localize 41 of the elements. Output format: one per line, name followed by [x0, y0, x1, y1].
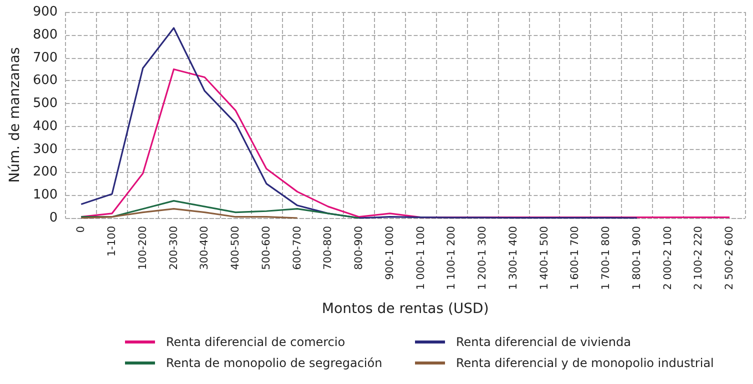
x-tick-label: 1-100: [106, 226, 118, 257]
x-tick-label: 1 600-1 700: [569, 226, 582, 290]
y-tick-label: 200: [32, 164, 58, 180]
legend-label: Renta diferencial de comercio: [166, 335, 346, 349]
x-tick-label: 1 200-1 300: [476, 226, 489, 290]
x-tick-label: 200-300: [168, 226, 180, 270]
x-tick-label: 1 300-1 400: [507, 226, 520, 290]
line-series: [80, 208, 298, 219]
x-tick-label: 2 100-2 220: [692, 226, 705, 290]
x-tick-label: 300-400: [198, 226, 211, 270]
legend-label: Renta diferencial y de monopolio industrial: [456, 356, 714, 370]
legend-label: Renta de monopolio de segregación: [166, 356, 382, 370]
x-tick-label: 0: [75, 226, 88, 233]
x-tick-label: 2 000-2 100: [662, 226, 674, 290]
y-tick-label: 100: [32, 188, 58, 203]
x-tick-label: 2 500-2 600: [724, 226, 736, 290]
legend-label: Renta diferencial de vivienda: [456, 335, 631, 349]
y-tick-label: 800: [32, 27, 58, 42]
x-tick-label: 1 100-1 200: [446, 226, 458, 290]
y-tick-label: 900: [32, 4, 58, 20]
x-tick-label: 400-500: [230, 226, 242, 270]
x-tick-label: 100-200: [136, 226, 149, 270]
y-tick-label: 300: [32, 142, 58, 157]
x-tick-label: 600-700: [291, 226, 304, 270]
x-axis-title: Montos de rentas (USD): [322, 301, 489, 317]
y-tick-label: 600: [32, 73, 58, 88]
x-tick-label: 900-1 000: [384, 226, 396, 280]
x-tick-label: 1 700-1 800: [600, 226, 612, 290]
x-tick-label: 800-900: [353, 226, 366, 270]
x-tick-label: 500-600: [260, 226, 272, 270]
y-tick-label: 0: [49, 210, 58, 226]
x-tick-label: 700-800: [322, 226, 334, 270]
line-series: [80, 200, 360, 219]
line-series: [80, 27, 638, 219]
y-axis-title: Núm. de manzanas: [7, 47, 23, 183]
x-tick-label: 1 400-1 500: [538, 226, 550, 290]
x-tick-label: 1 000-1 100: [414, 226, 427, 290]
y-tick-label: 700: [32, 50, 58, 66]
y-tick-label: 400: [32, 118, 58, 134]
y-tick-label: 500: [32, 96, 58, 112]
x-tick-label: 1 800-1 900: [630, 226, 643, 290]
